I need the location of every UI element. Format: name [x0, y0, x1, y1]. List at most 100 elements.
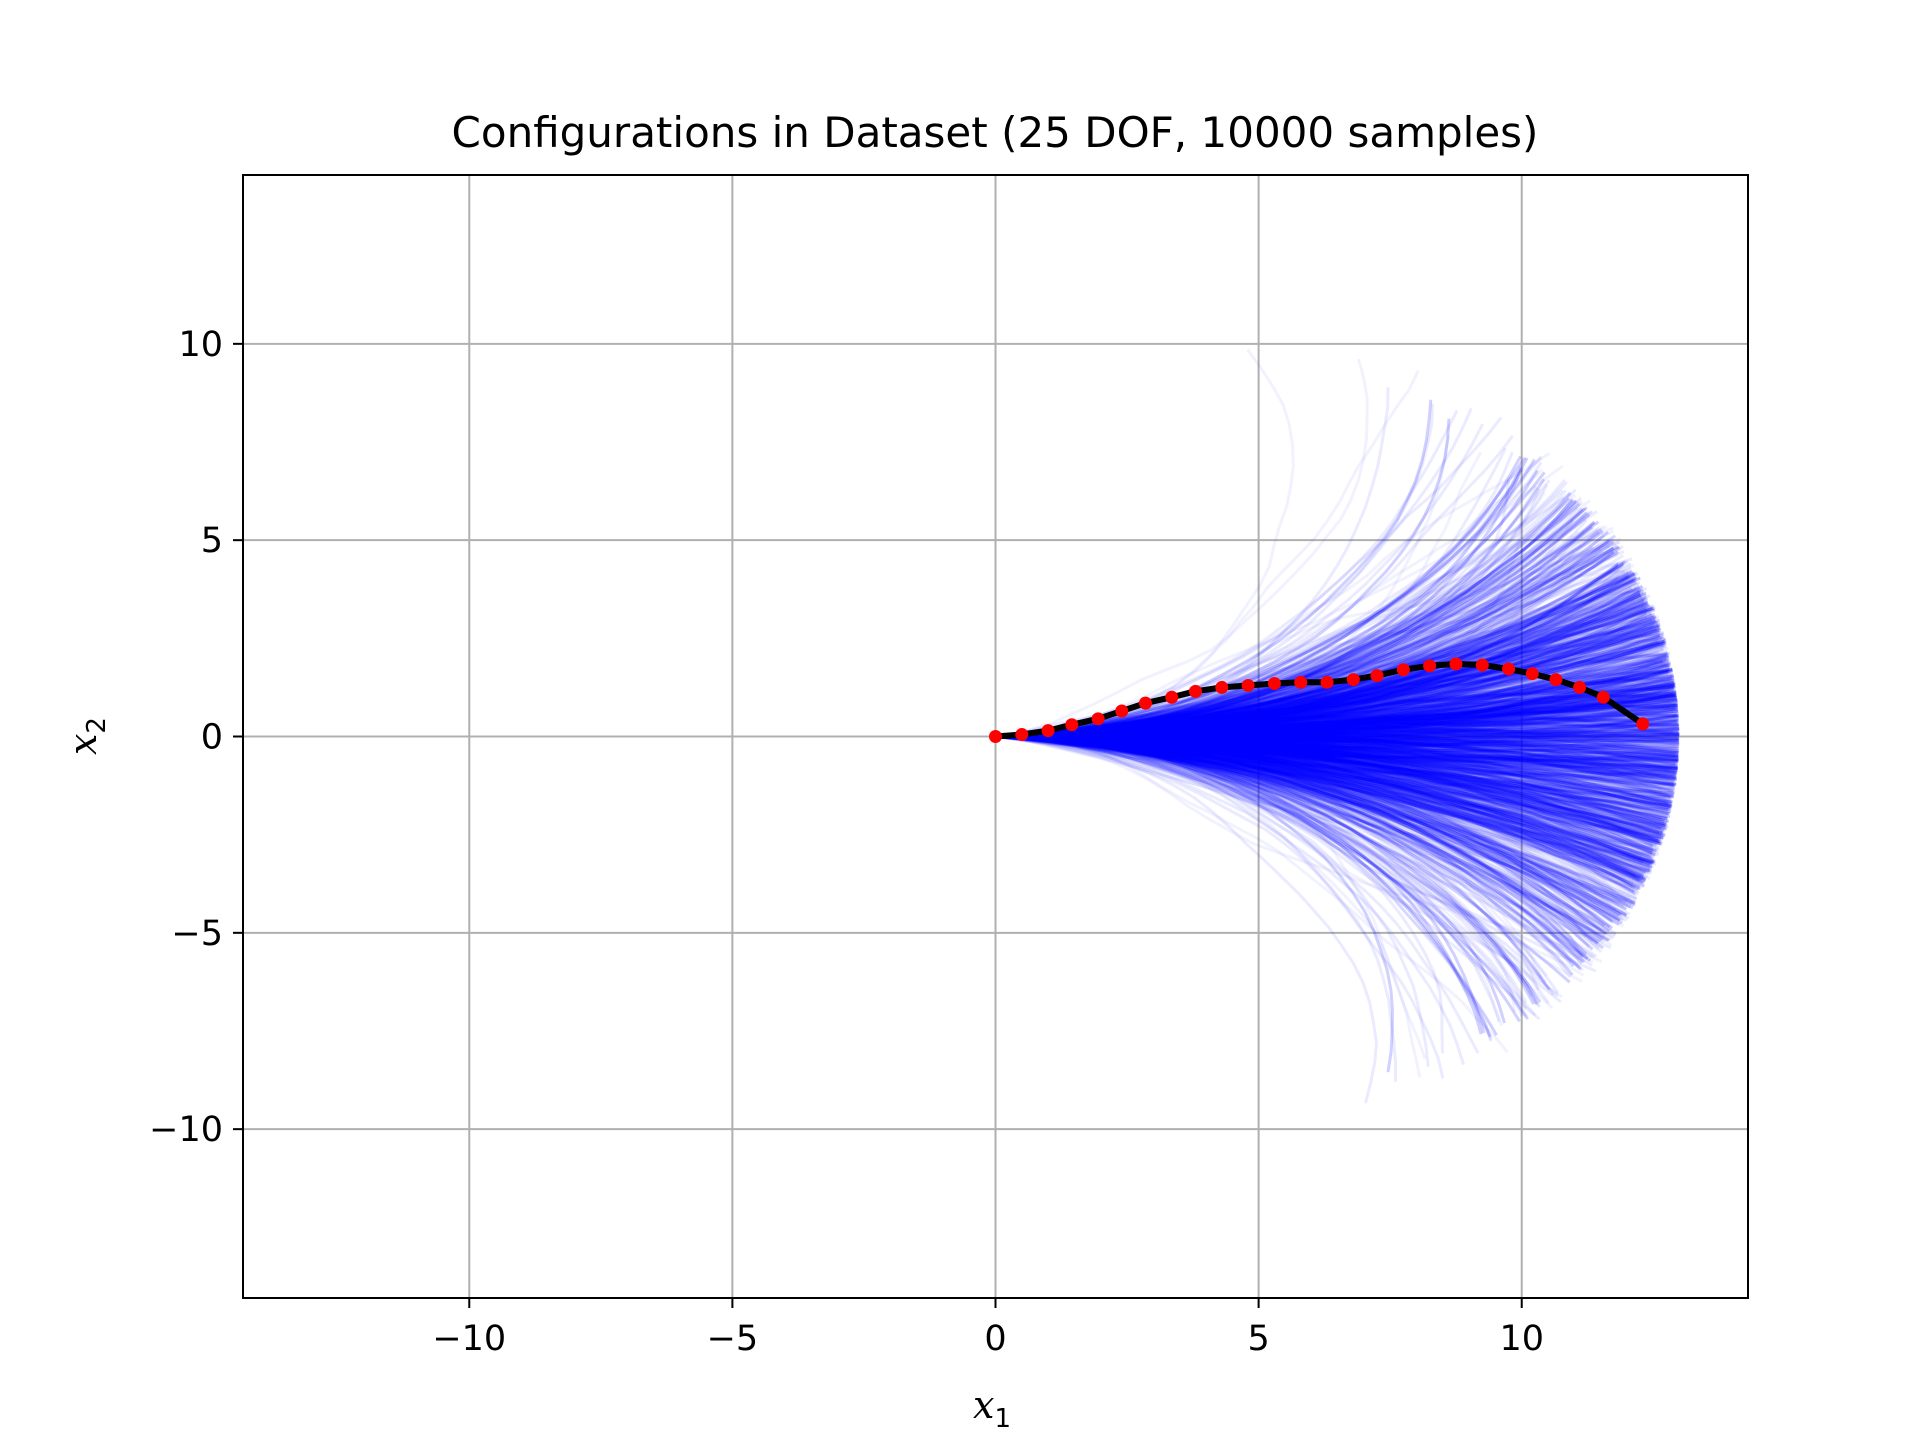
x-axis-label-subscript: 1 — [994, 1404, 1011, 1434]
sample-configuration-line — [995, 735, 1636, 905]
sample-configuration-line — [995, 735, 1678, 775]
sample-configuration-line — [995, 735, 1596, 959]
sample-configuration-line — [995, 686, 1675, 740]
sample-configuration-line — [995, 733, 1671, 799]
sample-configuration-line — [995, 625, 1659, 738]
sample-configuration-line — [995, 501, 1584, 738]
sample-configuration-line — [995, 735, 1634, 904]
sample-configuration-line — [995, 728, 1676, 767]
sample-configuration-line — [995, 722, 1667, 804]
sample-configuration-line — [995, 727, 1680, 742]
sample-configuration-line — [995, 734, 1587, 938]
sample-configuration-line — [995, 733, 1616, 894]
sample-configuration-line — [995, 693, 1675, 739]
sample-configuration-line — [995, 634, 1661, 739]
sample-configuration-line — [995, 735, 1612, 932]
sample-configuration-line — [995, 704, 1678, 739]
sample-configuration-line — [995, 627, 1661, 738]
sample-configuration-line — [995, 732, 1676, 776]
sample-configuration-line — [995, 564, 1625, 738]
sample-configuration-line — [995, 676, 1673, 739]
sample-configuration-line — [995, 733, 1661, 844]
sample-configuration-line — [995, 735, 1677, 783]
sample-configuration-line — [995, 735, 1528, 1004]
sample-configuration-line — [995, 730, 1665, 822]
sample-configuration-line — [995, 735, 1621, 922]
sample-configuration-line — [995, 681, 1675, 738]
sample-configuration-line — [995, 735, 1666, 837]
joint-marker — [1065, 718, 1079, 732]
sample-configuration-line — [995, 631, 1658, 738]
sample-configuration-line — [995, 735, 1548, 978]
sample-configuration-line — [995, 735, 1630, 920]
sample-configuration-line — [995, 693, 1676, 740]
sample-configuration-line — [995, 652, 1671, 738]
sample-configuration-line — [995, 735, 1635, 905]
sample-configuration-line — [995, 691, 1675, 740]
sample-configuration-line — [995, 724, 1679, 742]
sample-configuration-line — [995, 674, 1675, 739]
sample-configuration-line — [995, 735, 1679, 761]
sample-configuration-line — [995, 458, 1536, 738]
sample-configuration-line — [995, 735, 1610, 933]
sample-configuration-line — [995, 735, 1653, 866]
sample-configuration-line — [995, 734, 1667, 826]
sample-configuration-line — [995, 735, 1679, 761]
sample-configuration-line — [995, 520, 1600, 738]
sample-configuration-line — [995, 612, 1652, 739]
sample-configuration-line — [995, 735, 1673, 804]
sample-configuration-line — [995, 727, 1679, 739]
y-axis-label-base: x — [61, 734, 105, 755]
sample-configuration-line — [995, 707, 1676, 746]
sample-configuration-line — [995, 694, 1676, 739]
sample-configuration-line — [995, 735, 1670, 816]
sample-configuration-line — [995, 735, 1669, 811]
sample-configuration-line — [995, 624, 1657, 739]
sample-configuration-line — [995, 728, 1675, 759]
sample-configuration-line — [995, 604, 1645, 740]
sample-configuration-line — [995, 639, 1665, 738]
sample-configuration-line — [995, 735, 1679, 763]
sample-configuration-line — [995, 608, 1648, 738]
sample-configuration-line — [995, 468, 1523, 738]
sample-configuration-line — [995, 735, 1678, 772]
sample-configuration-line — [995, 704, 1678, 739]
sample-configuration-line — [995, 585, 1640, 738]
x-tick-label: 5 — [1247, 1319, 1269, 1359]
sample-configuration-line — [995, 696, 1677, 739]
sample-configuration-line — [995, 732, 1676, 777]
sample-configuration-line — [995, 635, 1664, 739]
sample-configuration-line — [995, 735, 1650, 873]
sample-configuration-line — [995, 701, 1674, 738]
sample-configuration-line — [995, 550, 1605, 739]
sample-configuration-line — [995, 735, 1594, 964]
sample-configuration-line — [995, 735, 1637, 907]
sample-configuration-line — [995, 735, 1675, 788]
sample-configuration-line — [995, 735, 1650, 874]
sample-configuration-line — [995, 735, 1644, 881]
sample-configuration-line — [995, 709, 1674, 748]
sample-configuration-line — [995, 698, 1678, 739]
sample-configuration-line — [995, 605, 1649, 738]
sample-configuration-line — [995, 734, 1662, 838]
sample-configuration-line — [995, 418, 1451, 738]
sample-configuration-line — [995, 735, 1528, 1018]
sample-configuration-line — [995, 734, 1674, 796]
sample-configuration-line — [995, 423, 1485, 738]
sample-configuration-line — [995, 707, 1678, 738]
sample-configuration-line — [995, 529, 1615, 738]
sample-configuration-line — [995, 680, 1670, 739]
sample-configuration-line — [995, 730, 1671, 786]
sample-configuration-line — [995, 735, 1653, 860]
sample-configuration-line — [995, 734, 1637, 877]
sample-configuration-line — [995, 599, 1636, 742]
sample-configuration-line — [995, 735, 1647, 881]
sample-configuration-line — [995, 590, 1641, 739]
sample-configuration-line — [995, 729, 1679, 754]
sample-configuration-line — [995, 614, 1655, 738]
sample-configuration-line — [995, 735, 1603, 964]
sample-configuration-line — [995, 619, 1656, 738]
sample-configuration-line — [995, 735, 1669, 828]
sample-configuration-line — [995, 735, 1677, 785]
